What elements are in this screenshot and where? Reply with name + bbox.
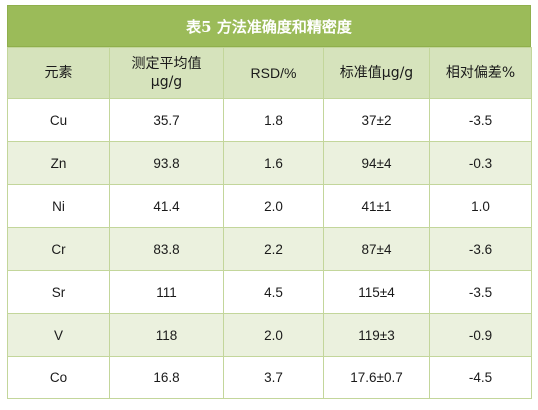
cell-measured: 35.7 [109, 98, 224, 142]
table-row: Co 16.8 3.7 17.6±0.7 -4.5 [7, 356, 532, 399]
cell-rsd: 1.8 [223, 98, 324, 142]
cell-deviation: -4.5 [429, 356, 532, 399]
cell-standard: 37±2 [323, 98, 430, 142]
table-row: Cu 35.7 1.8 37±2 -3.5 [7, 98, 532, 142]
header-deviation: 相对偏差% [429, 47, 532, 99]
accuracy-precision-table: 表5 方法准确度和精密度 元素 测定平均值 μg/g RSD/% 标准值μg/g… [7, 5, 532, 399]
cell-standard: 115±4 [323, 270, 430, 314]
cell-element: Zn [7, 141, 110, 185]
table-row: Zn 93.8 1.6 94±4 -0.3 [7, 141, 532, 185]
cell-measured: 118 [109, 313, 224, 357]
cell-rsd: 4.5 [223, 270, 324, 314]
table-row: Sr 111 4.5 115±4 -3.5 [7, 270, 532, 314]
header-standard: 标准值μg/g [323, 47, 430, 99]
cell-deviation: 1.0 [429, 184, 532, 228]
cell-element: Sr [7, 270, 110, 314]
cell-standard: 119±3 [323, 313, 430, 357]
cell-element: Ni [7, 184, 110, 228]
data-table: 元素 测定平均值 μg/g RSD/% 标准值μg/g 相对偏差% Cu 35.… [7, 47, 532, 399]
cell-measured: 83.8 [109, 227, 224, 271]
header-measured-line1: 测定平均值 [131, 56, 202, 72]
header-element: 元素 [7, 47, 110, 99]
table-row: Ni 41.4 2.0 41±1 1.0 [7, 184, 532, 228]
cell-deviation: -3.5 [429, 98, 532, 142]
cell-rsd: 1.6 [223, 141, 324, 185]
cell-element: Cu [7, 98, 110, 142]
cell-rsd: 2.0 [223, 313, 324, 357]
cell-measured: 41.4 [109, 184, 224, 228]
cell-standard: 94±4 [323, 141, 430, 185]
header-row: 元素 测定平均值 μg/g RSD/% 标准值μg/g 相对偏差% [7, 47, 532, 99]
cell-rsd: 3.7 [223, 356, 324, 399]
table-title: 表5 方法准确度和精密度 [7, 5, 531, 47]
cell-rsd: 2.0 [223, 184, 324, 228]
header-measured: 测定平均值 μg/g [109, 47, 224, 99]
cell-deviation: -0.3 [429, 141, 532, 185]
cell-element: Cr [7, 227, 110, 271]
cell-measured: 93.8 [109, 141, 224, 185]
table-row: V 118 2.0 119±3 -0.9 [7, 313, 532, 357]
cell-standard: 41±1 [323, 184, 430, 228]
cell-deviation: -3.6 [429, 227, 532, 271]
cell-deviation: -0.9 [429, 313, 532, 357]
table-row: Cr 83.8 2.2 87±4 -3.6 [7, 227, 532, 271]
cell-element: Co [7, 356, 110, 399]
cell-measured: 16.8 [109, 356, 224, 399]
cell-deviation: -3.5 [429, 270, 532, 314]
header-measured-line2: μg/g [150, 74, 183, 90]
cell-standard: 87±4 [323, 227, 430, 271]
cell-standard: 17.6±0.7 [323, 356, 430, 399]
header-rsd: RSD/% [223, 47, 324, 99]
cell-rsd: 2.2 [223, 227, 324, 271]
cell-measured: 111 [109, 270, 224, 314]
cell-element: V [7, 313, 110, 357]
